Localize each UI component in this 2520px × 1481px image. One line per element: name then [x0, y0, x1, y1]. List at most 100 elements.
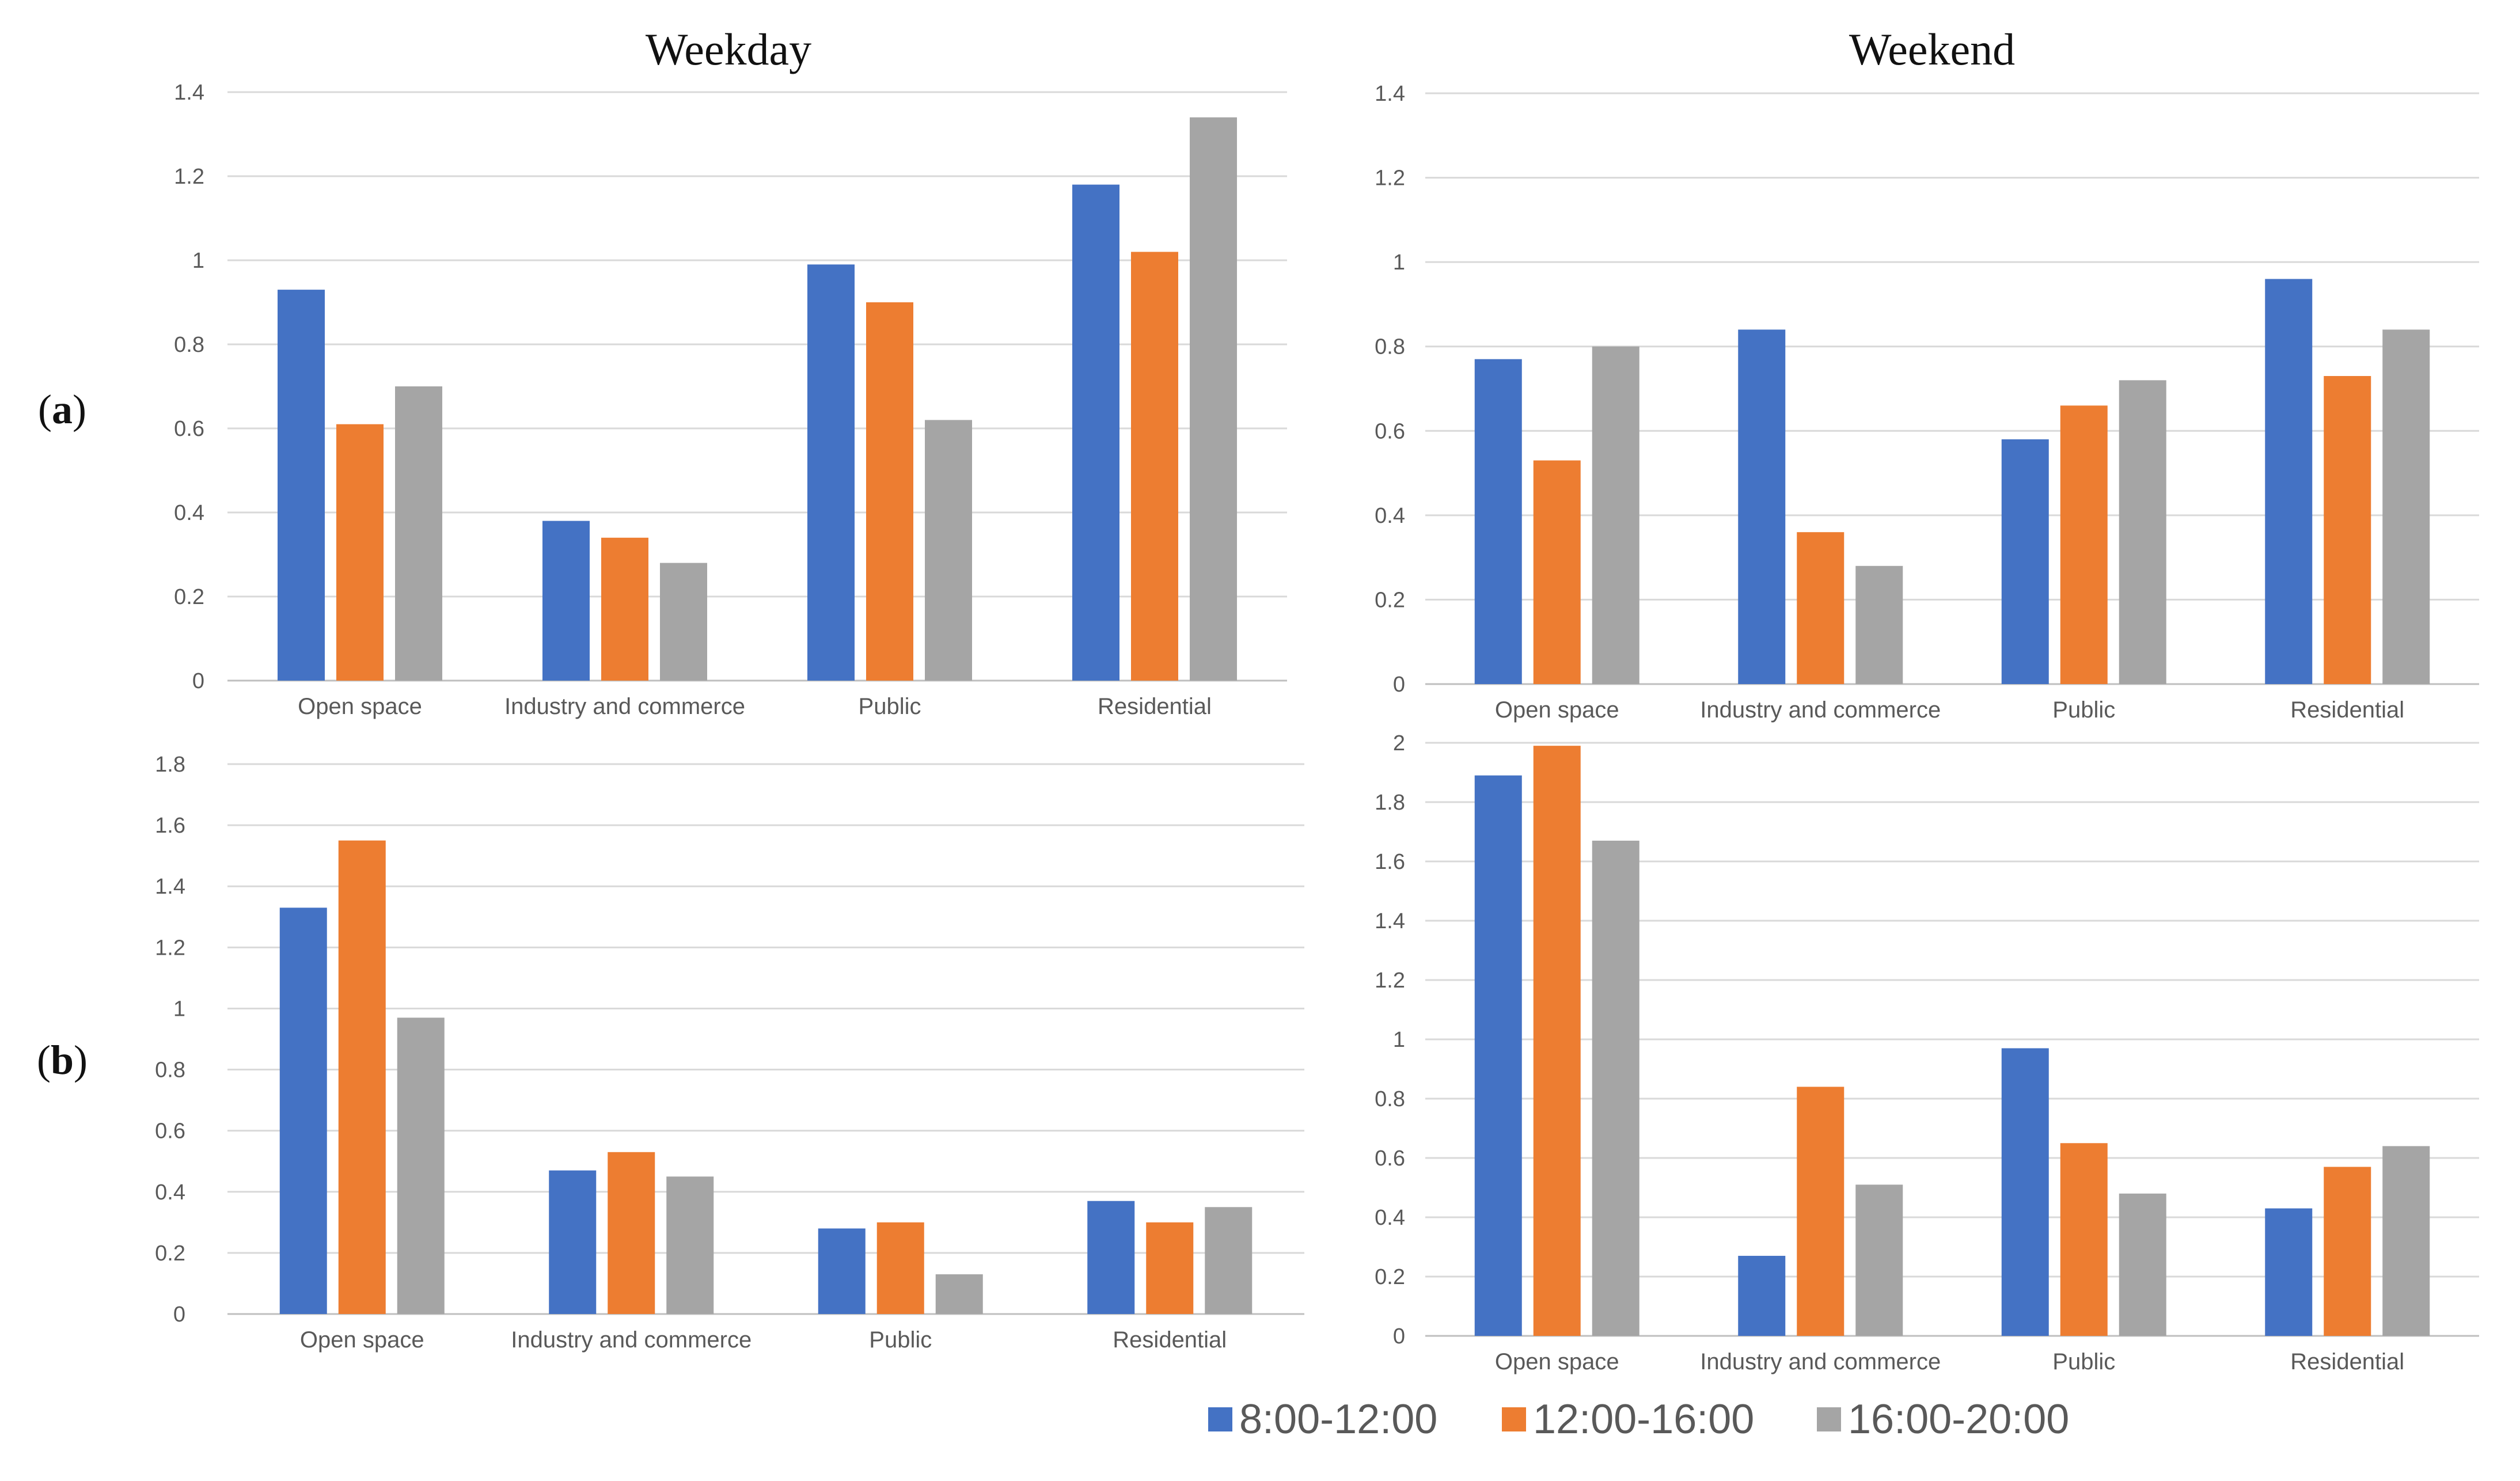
bar — [2382, 329, 2430, 684]
y-tick-label: 1 — [173, 997, 185, 1021]
x-category-label: Residential — [2290, 697, 2404, 723]
bar — [1190, 117, 1237, 681]
bar — [2324, 1167, 2371, 1336]
bar — [1592, 346, 1639, 684]
y-tick-label: 0.6 — [1375, 419, 1405, 443]
y-tick-label: 0.8 — [1375, 1087, 1405, 1111]
bar — [2265, 279, 2313, 684]
x-category-label: Industry and commerce — [504, 694, 745, 719]
legend-swatch-1 — [1208, 1407, 1232, 1431]
y-tick-label: 0 — [1393, 1324, 1405, 1349]
bar — [1533, 460, 1581, 684]
y-tick-label: 2 — [1393, 731, 1405, 755]
bar — [1533, 746, 1581, 1336]
y-tick-label: 1 — [192, 249, 204, 273]
y-tick-label: 0.4 — [1375, 1206, 1405, 1230]
row-label-b: (b) — [37, 1037, 88, 1083]
y-tick-label: 1.8 — [155, 753, 185, 777]
y-tick-label: 1.2 — [155, 936, 185, 960]
bar — [2060, 1143, 2108, 1336]
bar — [1087, 1201, 1135, 1314]
y-tick-label: 0.2 — [1375, 588, 1405, 612]
x-category-label: Residential — [1098, 694, 1212, 719]
y-tick-label: 0.4 — [174, 501, 204, 525]
y-tick-label: 0 — [192, 669, 204, 693]
chart-b-weekend: 0 0.2 0.4 0.6 0.8 1 1.2 1.4 1.6 1.8 2 Open space Ind… — [1375, 731, 2479, 1374]
bar — [338, 840, 386, 1314]
bar — [660, 563, 707, 681]
x-category-label: Public — [859, 694, 921, 719]
y-tick-label: 0.2 — [174, 585, 204, 609]
y-tick-label: 0 — [173, 1302, 185, 1327]
bar — [1474, 359, 1522, 684]
bar — [2001, 1048, 2049, 1336]
x-category-label: Open space — [298, 694, 422, 719]
y-tick-label: 1.6 — [1375, 850, 1405, 874]
bar — [2060, 405, 2108, 684]
bar — [1738, 329, 1786, 684]
y-tick-label: 0.6 — [174, 417, 204, 441]
bar — [935, 1274, 983, 1314]
x-category-label: Public — [2052, 697, 2115, 723]
bar — [1205, 1207, 1253, 1314]
weekend-column-title: Weekend — [1849, 24, 2015, 74]
y-tick-label: 1.2 — [174, 165, 204, 189]
y-tick-label: 0.8 — [155, 1058, 185, 1083]
legend-swatch-2 — [1502, 1407, 1526, 1431]
x-category-label: Open space — [1495, 697, 1619, 723]
chart-a-weekend: 0 0.2 0.4 0.6 0.8 1 1.2 1.4 Open space Industry a… — [1375, 82, 2479, 723]
row-label-b-letter: b — [51, 1037, 74, 1083]
bar — [1131, 252, 1178, 681]
row-label-a-open: ( — [38, 386, 52, 432]
legend-swatch-3 — [1817, 1407, 1841, 1431]
row-label-b-close: ) — [74, 1037, 88, 1083]
bar — [278, 290, 325, 681]
y-tick-label: 1.2 — [1375, 969, 1405, 993]
bar — [1072, 184, 1119, 681]
bar — [1592, 840, 1639, 1336]
bar — [608, 1152, 655, 1314]
bar — [2001, 439, 2049, 684]
legend-label-3: 16:00-20:00 — [1848, 1396, 2069, 1442]
x-category-label: Residential — [2290, 1349, 2404, 1374]
row-label-a-close: ) — [73, 386, 86, 432]
chart-a-weekday: 0 0.2 0.4 0.6 0.8 1 1.2 1.4 Open space Industry a… — [174, 81, 1287, 719]
bar — [2265, 1208, 2313, 1336]
bar — [1797, 532, 1845, 684]
y-tick-label: 1.4 — [1375, 82, 1405, 106]
y-tick-label: 0.6 — [1375, 1146, 1405, 1171]
bar — [336, 424, 384, 681]
y-tick-label: 0.4 — [1375, 504, 1405, 528]
row-label-a: (a) — [38, 386, 86, 432]
y-tick-label: 0.8 — [1375, 335, 1405, 359]
bar — [1474, 775, 1522, 1336]
bar — [666, 1176, 714, 1314]
bar — [2382, 1146, 2430, 1336]
bar — [549, 1170, 597, 1314]
chart-b-weekday: 0 0.2 0.4 0.6 0.8 1 1.2 1.4 1.6 1.8 Open space Indu… — [155, 753, 1304, 1353]
x-category-label: Residential — [1113, 1327, 1227, 1353]
y-tick-label: 0.2 — [1375, 1265, 1405, 1289]
bar — [1797, 1087, 1845, 1336]
legend-label-2: 12:00-16:00 — [1533, 1396, 1754, 1442]
bar — [1738, 1255, 1786, 1336]
x-category-label: Industry and commerce — [1700, 1349, 1941, 1374]
bar — [1855, 565, 1903, 684]
bar — [395, 386, 442, 681]
bar — [818, 1228, 866, 1314]
bar — [807, 264, 855, 681]
y-tick-label: 0.2 — [155, 1241, 185, 1266]
bar — [1855, 1184, 1903, 1336]
y-tick-label: 1 — [1393, 1028, 1405, 1052]
bar — [1146, 1222, 1194, 1314]
bar — [876, 1222, 924, 1314]
bar — [866, 302, 913, 681]
bar — [2119, 1193, 2166, 1336]
bar — [601, 537, 648, 681]
row-label-b-open: ( — [37, 1037, 51, 1083]
row-label-a-letter: a — [52, 386, 73, 432]
y-tick-label: 1.8 — [1375, 791, 1405, 815]
y-tick-label: 1.2 — [1375, 166, 1405, 191]
bar — [542, 521, 590, 681]
